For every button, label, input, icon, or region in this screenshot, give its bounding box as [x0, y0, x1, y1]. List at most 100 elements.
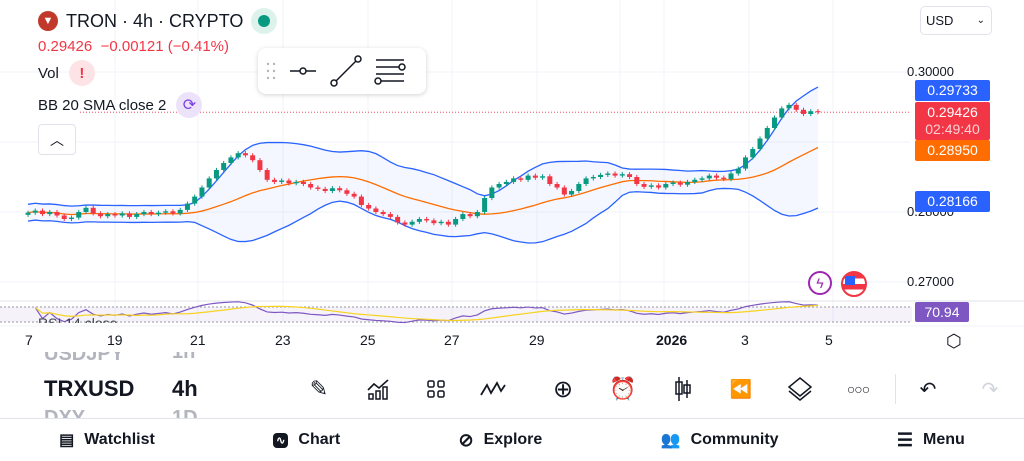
candle: [97, 213, 103, 217]
tron-logo-icon: ▼: [38, 11, 58, 31]
candle: [706, 175, 712, 179]
candle: [416, 219, 422, 222]
lower-band-tag: 0.28166: [915, 191, 990, 212]
indicators-icon[interactable]: [363, 374, 393, 404]
rsi-ma-line: [34, 304, 819, 322]
candle: [445, 221, 451, 225]
candle: [402, 222, 408, 225]
price-chart[interactable]: [0, 0, 1024, 330]
currency-value: USD: [926, 13, 954, 28]
candle: [199, 187, 205, 197]
basis-tag: 0.28950: [915, 140, 990, 161]
candle: [315, 187, 321, 189]
drawing-tools-icon[interactable]: ✎: [309, 376, 329, 401]
date-tick: 5: [825, 332, 833, 348]
market-open-icon[interactable]: [251, 8, 278, 34]
drag-handle-icon[interactable]: [266, 61, 276, 81]
candle: [772, 117, 778, 128]
nav-menu[interactable]: ☰ Menu: [897, 430, 965, 451]
warning-icon[interactable]: !: [68, 60, 95, 86]
candle: [257, 160, 263, 170]
current-symbol[interactable]: TRXUSD: [44, 376, 135, 401]
last-price: 0.29426: [38, 38, 93, 55]
candle: [670, 182, 676, 184]
horizontal-line-icon[interactable]: [288, 59, 318, 83]
candle: [90, 207, 96, 214]
candle: [47, 212, 53, 215]
candle: [141, 212, 147, 215]
candle: [648, 185, 654, 187]
candle: [569, 191, 575, 195]
candle: [424, 219, 430, 221]
us-flag-event-icon[interactable]: [841, 271, 867, 297]
trend-line-icon[interactable]: [330, 55, 362, 87]
candle: [511, 178, 517, 182]
candle: [213, 170, 219, 179]
candle: [757, 138, 763, 149]
candle: [76, 212, 82, 218]
replay-icon[interactable]: ⏪: [729, 378, 753, 399]
candle: [250, 155, 256, 161]
settings-icon[interactable]: ⬡: [946, 331, 962, 351]
candle: [503, 181, 509, 184]
nav-watchlist[interactable]: ▤ Watchlist: [59, 430, 155, 450]
candle: [105, 214, 111, 217]
prev-symbol: USDJPY: [44, 352, 125, 365]
nav-label: Community: [690, 431, 779, 448]
current-interval[interactable]: 4h: [172, 376, 198, 401]
date-tick: 27: [444, 332, 460, 348]
redo-icon[interactable]: ↷: [981, 378, 999, 401]
candle: [373, 208, 379, 212]
candle: [735, 168, 741, 174]
candle: [554, 184, 560, 188]
currency-select[interactable]: USD ⌄: [920, 6, 992, 35]
candle: [409, 221, 415, 225]
alarm-clock-icon[interactable]: ⏰: [609, 376, 637, 401]
candle: [366, 205, 372, 209]
candle: [235, 153, 241, 158]
nav-label: Watchlist: [84, 431, 155, 448]
candle: [148, 212, 154, 215]
candle: [344, 190, 350, 194]
symbol-title: TRON · 4h · CRYPTO: [66, 10, 244, 31]
add-icon[interactable]: ⊕: [552, 375, 574, 403]
candle: [112, 214, 118, 216]
symbol-legend[interactable]: ▼ TRON · 4h · CRYPTO: [38, 8, 278, 34]
upper-band-tag: 0.29733: [915, 80, 990, 101]
layers-icon[interactable]: [785, 374, 815, 404]
candle: [612, 173, 618, 176]
candle: [692, 179, 698, 182]
nav-explore[interactable]: ⊘ Explore: [459, 430, 543, 451]
nav-community[interactable]: 👥 Community: [661, 430, 779, 450]
date-tick: 29: [529, 332, 545, 348]
candle: [206, 178, 212, 188]
watchlist-prev[interactable]: USDJPY: [44, 352, 124, 368]
candle: [279, 180, 285, 182]
candle: [184, 203, 190, 210]
candle: [380, 212, 386, 215]
patterns-icon[interactable]: [478, 374, 508, 404]
candle: [221, 163, 227, 170]
volume-legend[interactable]: Vol!: [38, 60, 95, 86]
collapse-legend-button[interactable]: ︿: [38, 124, 76, 155]
more-icon[interactable]: ○○○: [846, 381, 870, 397]
candle: [627, 174, 633, 177]
candle: [561, 187, 567, 195]
candles-icon[interactable]: [668, 374, 698, 404]
bb-legend[interactable]: BB 20 SMA close 2 ⟳: [38, 92, 203, 118]
next-symbol[interactable]: DXY: [44, 407, 86, 418]
fib-retracement-icon[interactable]: [374, 57, 406, 85]
candle: [641, 184, 647, 187]
candle: [467, 214, 473, 217]
lightning-event-icon[interactable]: ϟ: [808, 271, 832, 295]
nav-chart[interactable]: ∿ Chart: [273, 431, 340, 449]
candle: [460, 214, 466, 219]
layouts-icon[interactable]: [421, 374, 451, 404]
candle: [228, 157, 234, 163]
undo-icon[interactable]: ↶: [919, 378, 937, 401]
toolbar-divider: [895, 374, 896, 404]
nav-label: Chart: [298, 431, 341, 448]
menu-icon: ☰: [896, 429, 914, 450]
candle: [605, 173, 611, 175]
candle: [453, 219, 459, 225]
